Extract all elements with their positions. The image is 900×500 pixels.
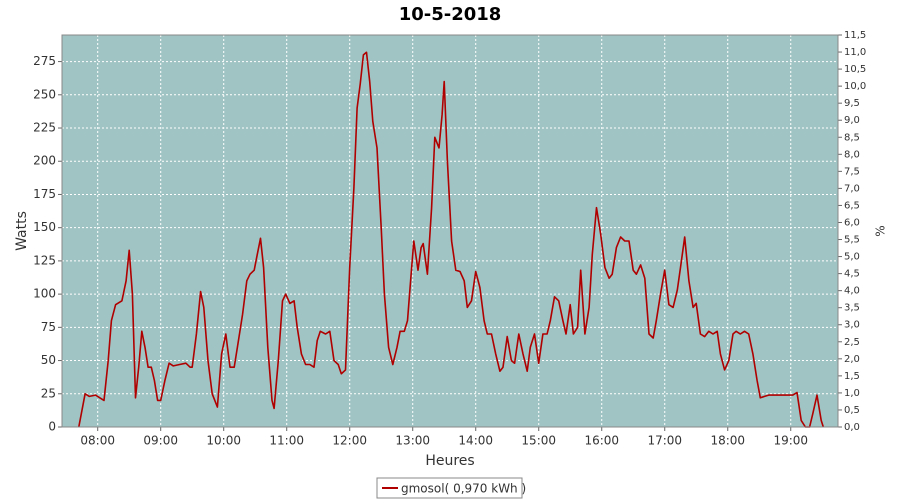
y2-tick-label: 11,0: [844, 47, 866, 58]
y2-tick-label: 0,5: [844, 405, 860, 416]
y2-tick-label: 4,0: [844, 286, 860, 297]
x-tick-label: 19:00: [773, 434, 808, 448]
y2-tick-label: 3,5: [844, 303, 860, 314]
y2-tick-label: 2,0: [844, 354, 860, 365]
y2-tick-label: 3,0: [844, 320, 860, 331]
y-tick-label: 175: [33, 187, 56, 201]
x-tick-label: 12:00: [332, 434, 367, 448]
x-tick-label: 08:00: [80, 434, 115, 448]
x-axis-label: Heures: [425, 453, 474, 469]
y2-tick-label: 6,0: [844, 217, 860, 228]
y-tick-label: 150: [33, 220, 56, 234]
y2-tick-label: 10,0: [844, 81, 866, 92]
x-tick-label: 10:00: [206, 434, 241, 448]
y-tick-label: 275: [33, 54, 56, 68]
plot-border: [61, 34, 839, 428]
x-tick-label: 17:00: [647, 434, 682, 448]
y2-tick-label: 9,5: [844, 98, 860, 109]
y-tick-label: 200: [33, 154, 56, 168]
plot-area: [61, 34, 839, 428]
y2-tick-label: 6,5: [844, 200, 860, 211]
y2-tick-label: 8,5: [844, 132, 860, 143]
x-tick-label: 11:00: [269, 434, 304, 448]
chart-title: 10-5-2018: [399, 4, 502, 25]
x-tick-label: 13:00: [395, 434, 430, 448]
y2-tick-label: 1,0: [844, 388, 860, 399]
y2-tick-label: 1,5: [844, 371, 860, 382]
y2-tick-label: 11,5: [844, 30, 866, 41]
legend-box: [376, 477, 523, 499]
series-line: [78, 51, 825, 428]
y-tick-label: 100: [33, 287, 56, 301]
y2-tick-label: 9,0: [844, 115, 860, 126]
y2-tick-label: 0,0: [844, 422, 860, 433]
y2-tick-label: 5,0: [844, 252, 860, 263]
y-tick-label: 225: [33, 121, 56, 135]
x-tick-label: 18:00: [710, 434, 745, 448]
y2-tick-label: 10,5: [844, 64, 866, 75]
y2-tick-label: 7,5: [844, 166, 860, 177]
y-tick-label: 75: [41, 320, 56, 334]
y-tick-label: 125: [33, 253, 56, 267]
x-tick-label: 16:00: [584, 434, 619, 448]
legend-label: gmosol( 0,970 kWh ): [401, 482, 526, 496]
y2-tick-label: 5,5: [844, 235, 860, 246]
y-tick-label: 50: [41, 353, 56, 367]
y2-tick-label: 4,5: [844, 269, 860, 280]
y-axis-label: Watts: [14, 211, 30, 251]
x-tick-label: 09:00: [143, 434, 178, 448]
y2-axis-label: %: [874, 225, 888, 236]
y2-tick-label: 8,0: [844, 149, 860, 160]
x-tick-label: 15:00: [521, 434, 556, 448]
y2-tick-label: 2,5: [844, 337, 860, 348]
y2-tick-label: 7,0: [844, 183, 860, 194]
y-tick-label: 25: [41, 386, 56, 400]
y-tick-label: 250: [33, 87, 56, 101]
x-tick-label: 14:00: [458, 434, 493, 448]
y-tick-label: 0: [48, 420, 56, 434]
